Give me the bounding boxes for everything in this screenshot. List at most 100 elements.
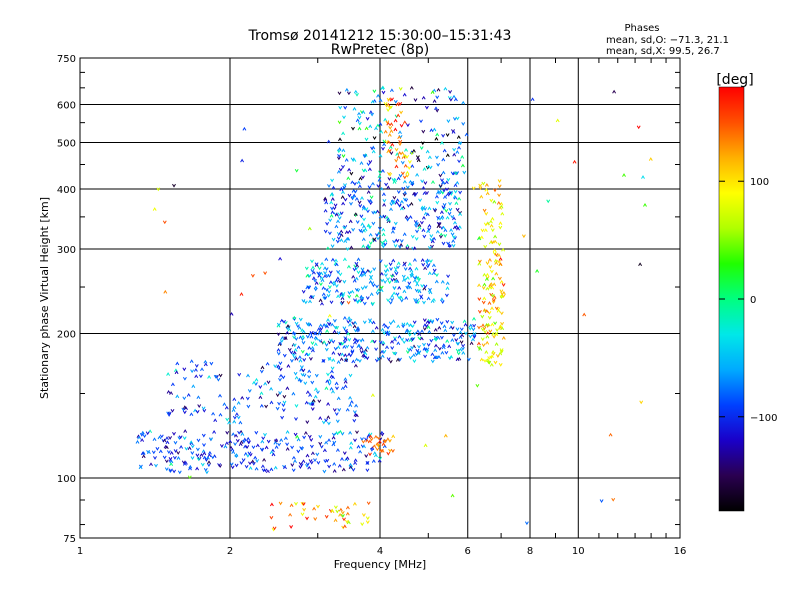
data-point (333, 347, 338, 351)
data-point (175, 394, 180, 399)
data-point (378, 170, 382, 175)
data-point (278, 341, 283, 345)
data-point (446, 178, 451, 182)
data-point (648, 157, 653, 161)
data-point (491, 331, 496, 336)
data-point (189, 359, 194, 363)
data-point (282, 400, 287, 405)
data-point (440, 141, 444, 145)
data-point (285, 330, 290, 335)
data-point (389, 207, 393, 212)
data-point (365, 209, 370, 214)
data-point (499, 289, 504, 294)
data-point (493, 258, 498, 263)
data-point (236, 415, 241, 420)
data-point (435, 95, 440, 100)
data-point (452, 147, 457, 152)
data-point (178, 435, 183, 440)
data-point (342, 345, 347, 349)
data-point (392, 239, 397, 244)
data-point (487, 360, 492, 365)
data-point (402, 277, 407, 282)
data-point (390, 229, 395, 234)
data-point (477, 297, 482, 302)
data-point (327, 285, 332, 289)
data-point (419, 220, 424, 225)
data-point (205, 455, 210, 460)
data-point (326, 139, 331, 144)
data-point (396, 341, 401, 346)
data-point (482, 208, 487, 213)
data-point (382, 202, 387, 207)
data-point (202, 455, 207, 460)
data-point (232, 419, 237, 424)
data-point (445, 319, 450, 324)
data-point (406, 203, 411, 208)
data-point (308, 402, 313, 406)
data-point (423, 284, 428, 289)
data-point (431, 271, 436, 275)
data-point (472, 332, 477, 336)
data-point (240, 158, 245, 163)
data-point (379, 288, 384, 293)
data-point (362, 217, 366, 222)
data-point (346, 237, 351, 241)
data-point (372, 267, 377, 272)
data-point (361, 513, 366, 517)
data-point (269, 400, 274, 405)
data-point (455, 171, 460, 175)
data-point (422, 342, 426, 347)
data-point (278, 391, 283, 395)
data-point (396, 176, 401, 181)
data-point (348, 318, 353, 323)
data-point (325, 222, 330, 226)
data-point (342, 257, 347, 262)
data-point (385, 332, 390, 337)
data-point (434, 136, 439, 141)
data-point (337, 91, 342, 96)
data-point (387, 105, 392, 110)
data-point (425, 149, 430, 154)
data-point (612, 89, 617, 94)
data-point (410, 164, 415, 168)
data-point (406, 347, 411, 352)
data-point (488, 265, 493, 269)
data-point (360, 196, 364, 200)
data-point (372, 237, 377, 242)
data-point (399, 243, 404, 247)
data-point (323, 197, 328, 202)
data-point (338, 507, 343, 512)
data-point (359, 294, 364, 299)
data-point (440, 300, 445, 304)
data-point (353, 189, 358, 194)
data-point (348, 322, 353, 327)
data-point (328, 280, 333, 284)
data-point (329, 300, 334, 305)
data-point (393, 279, 398, 283)
data-point (495, 354, 500, 358)
data-point (433, 327, 438, 332)
data-point (489, 362, 494, 367)
data-point (444, 180, 449, 185)
data-point (429, 234, 434, 238)
data-point (281, 403, 286, 408)
data-point (455, 116, 460, 121)
data-point (362, 224, 366, 229)
data-point (458, 330, 463, 335)
y-tick-label: 100 (57, 474, 76, 485)
data-point (423, 181, 428, 185)
data-point (336, 331, 341, 335)
data-point (485, 191, 490, 196)
data-point (360, 286, 365, 291)
data-point (476, 345, 481, 350)
data-point (492, 199, 497, 204)
data-point (357, 115, 362, 120)
data-point (479, 357, 484, 362)
data-point (487, 316, 492, 320)
data-point (190, 451, 195, 455)
data-point (410, 181, 415, 186)
grid (80, 58, 680, 538)
data-point (340, 352, 345, 357)
data-point (327, 357, 332, 361)
data-point (386, 357, 391, 361)
